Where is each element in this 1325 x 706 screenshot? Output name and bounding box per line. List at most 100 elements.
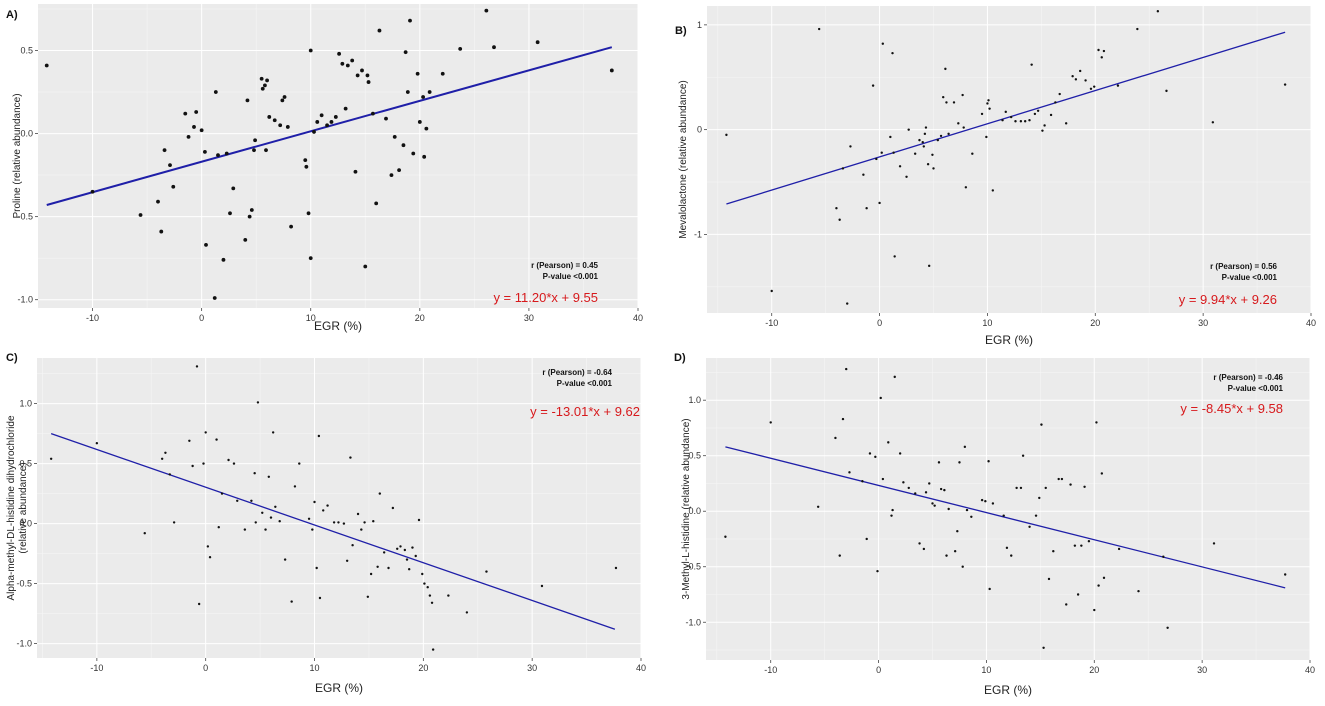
data-point [384,116,388,121]
data-point [1038,496,1041,500]
data-point [224,151,229,156]
data-point [1019,120,1023,123]
x-tick-label: 30 [527,663,537,673]
pearson-r-label: r (Pearson) = 0.45 [531,261,598,270]
data-point [278,123,283,128]
data-point [1028,525,1031,528]
data-point [1212,542,1216,545]
data-point [838,218,841,221]
data-point [924,491,928,494]
x-tick-label: -10 [765,318,778,328]
data-point [1165,89,1168,93]
x-tick-label: 40 [633,313,643,323]
data-point [44,63,49,68]
data-point [186,134,191,139]
data-point [1136,27,1139,31]
p-value-label: P-value <0.001 [543,272,599,281]
data-point [1116,84,1120,87]
data-point [1033,112,1037,116]
data-point [391,506,395,510]
data-point [353,169,358,174]
p-value-label: P-value <0.001 [557,379,613,388]
data-point [961,93,964,97]
x-tick-label: 0 [876,665,881,675]
data-point [171,184,176,189]
data-point [492,45,496,50]
data-point [411,546,414,549]
data-point [252,148,256,153]
data-point [267,115,272,119]
y-tick-label: 0 [697,125,702,135]
data-point [1009,115,1013,119]
data-point [926,163,930,166]
regression-line [50,432,616,630]
data-point [980,112,984,116]
data-point [1100,56,1103,59]
data-point [1040,423,1043,426]
data-point [399,545,402,548]
p-value-label: P-value <0.001 [1228,384,1284,393]
data-point [1283,573,1287,576]
plot-background [37,358,641,658]
data-point [194,110,199,114]
data-point [922,547,926,551]
data-point [264,528,267,531]
data-point [1100,472,1104,475]
data-point [269,516,273,519]
data-point [964,186,968,189]
data-point [264,148,268,153]
x-tick-label: -10 [86,313,99,323]
y-axis-title: Alpha-methyl-DL-histidine dihydrochlorid… [6,415,17,601]
data-point [253,138,257,143]
data-point [290,600,293,603]
data-point [1052,549,1055,553]
data-point [970,515,973,518]
data-point [1019,486,1023,490]
regression-equation: y = 11.20*x + 9.55 [493,290,598,305]
x-axis-title: EGR (%) [314,319,362,333]
data-point [914,492,917,495]
data-point [1065,603,1068,606]
data-point [841,417,845,421]
data-point [945,101,948,104]
data-point [931,502,934,505]
data-point [1093,608,1096,612]
y-axis-title: Mevalolactone (relative abundance) [678,80,689,238]
data-point [403,50,408,55]
data-point [1058,92,1061,96]
data-point [313,500,316,504]
data-point [865,537,868,541]
data-point [913,152,917,155]
data-point [891,51,894,55]
data-point [1137,589,1140,593]
data-point [947,507,950,511]
data-point [363,521,366,524]
data-point [928,482,931,485]
data-point [845,367,848,371]
x-axis-title: EGR (%) [315,681,363,695]
data-point [868,452,872,455]
data-point [408,18,412,23]
data-point [345,63,350,68]
data-point [202,462,205,465]
data-point [1097,48,1100,52]
p-value-label: P-value <0.001 [1222,273,1278,282]
data-point [878,201,881,205]
x-tick-label: 40 [1306,318,1316,328]
data-point [905,175,908,178]
data-point [1002,514,1005,517]
data-point [936,138,940,142]
data-point [374,201,379,206]
data-point [195,365,199,368]
data-point [963,445,967,449]
regression-equation: y = -13.01*x + 9.62 [530,404,640,419]
data-point [1084,79,1087,82]
data-point [1095,421,1098,424]
data-point [458,46,463,51]
data-point [614,566,618,570]
x-tick-label: 30 [1198,318,1208,328]
regression-line [46,46,613,206]
data-point [924,126,928,129]
data-point [414,554,417,558]
